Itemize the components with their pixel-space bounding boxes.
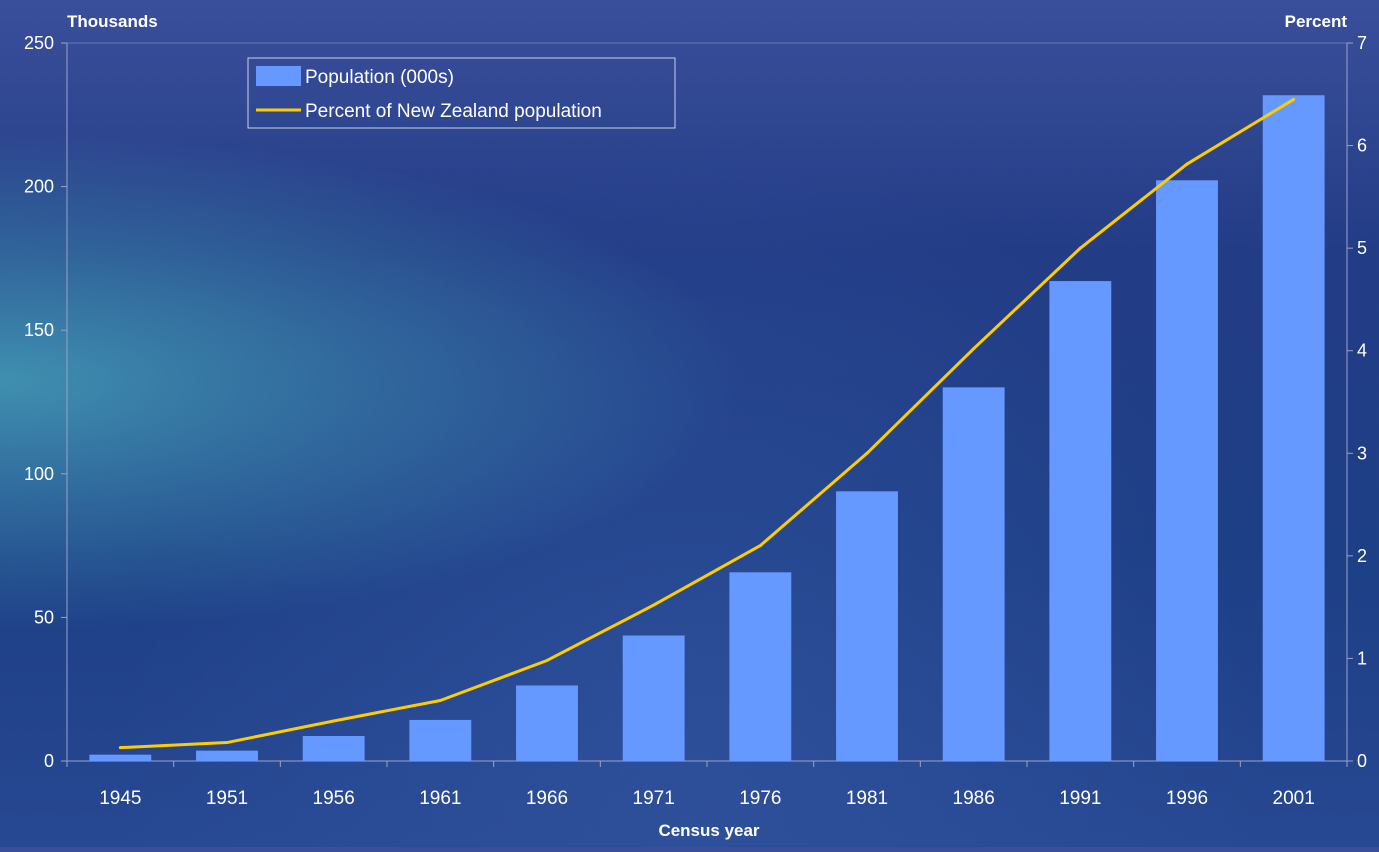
y-tick-label-right: 4 <box>1357 341 1367 361</box>
x-tick-label: 1966 <box>526 788 568 809</box>
y-axis-right-title: Percent <box>1285 12 1348 31</box>
line-point-1945 <box>118 746 122 750</box>
bar-1956 <box>302 736 365 761</box>
bar-1976 <box>729 572 792 761</box>
line-point-1971 <box>652 603 656 607</box>
bar-1961 <box>409 719 472 761</box>
legend-box <box>247 57 676 129</box>
bar-1966 <box>516 685 578 761</box>
bar-1951 <box>196 750 258 761</box>
line-series <box>118 97 1296 750</box>
line-point-1976 <box>758 544 762 548</box>
x-tick-label: 2001 <box>1273 788 1315 809</box>
x-tick-label: 1986 <box>953 788 995 809</box>
x-tick-label: 1976 <box>739 788 781 809</box>
y-tick-label-left: 150 <box>24 320 54 340</box>
y-tick-label-right: 1 <box>1357 648 1367 668</box>
legend-label-percent: Percent of New Zealand population <box>305 101 602 122</box>
line-point-1986 <box>972 347 976 351</box>
line-point-1991 <box>1078 246 1082 250</box>
x-tick-label: 1996 <box>1166 788 1208 809</box>
line-point-1956 <box>332 719 336 723</box>
bar-1986 <box>942 387 1005 761</box>
line-point-2001 <box>1292 97 1296 101</box>
legend-bar-swatch <box>256 66 301 86</box>
line-point-1951 <box>225 741 229 745</box>
y-tick-label-left: 0 <box>44 751 54 771</box>
line-point-1961 <box>438 698 442 702</box>
percent-line <box>120 98 1295 750</box>
bar-1996 <box>1156 180 1218 761</box>
y-tick-label-left: 100 <box>24 464 54 484</box>
x-tick-label: 1991 <box>1059 788 1101 809</box>
y-tick-label-right: 3 <box>1357 443 1367 463</box>
y-tick-label-left: 200 <box>24 177 54 197</box>
bar-1981 <box>836 491 898 761</box>
bars <box>89 95 1325 762</box>
axes: 0 50 100 150 200 250 0 1 2 3 4 5 6 7 1945 1951 1956 1961 1… <box>24 33 1367 809</box>
y-axis-left-title: Thousands <box>67 12 158 31</box>
y-tick-label-right: 2 <box>1357 546 1367 566</box>
x-tick-label: 1961 <box>419 788 461 809</box>
y-tick-label-right: 5 <box>1357 238 1367 258</box>
y-tick-label-left: 250 <box>24 33 54 53</box>
x-tick-label: 1945 <box>99 788 141 809</box>
bar-1945 <box>89 754 152 761</box>
y-tick-label-right: 7 <box>1357 33 1367 53</box>
legend: Population (000s) Percent of New Zealand… <box>247 57 676 129</box>
line-point-1966 <box>545 658 549 662</box>
bar-1991 <box>1049 281 1112 761</box>
x-tick-label: 1971 <box>633 788 675 809</box>
y-tick-label-left: 50 <box>34 607 54 627</box>
y-tick-label-right: 0 <box>1357 751 1367 771</box>
x-tick-label: 1981 <box>846 788 888 809</box>
legend-label-population: Population (000s) <box>305 67 454 88</box>
x-axis-title: Census year <box>658 821 759 840</box>
line-point-1981 <box>865 451 869 455</box>
y-tick-label-right: 6 <box>1357 136 1367 156</box>
line-point-1996 <box>1185 162 1189 166</box>
x-tick-label: 1951 <box>206 788 248 809</box>
bar-2001 <box>1262 95 1325 762</box>
x-tick-label: 1956 <box>313 788 355 809</box>
bar-1971 <box>622 635 685 761</box>
